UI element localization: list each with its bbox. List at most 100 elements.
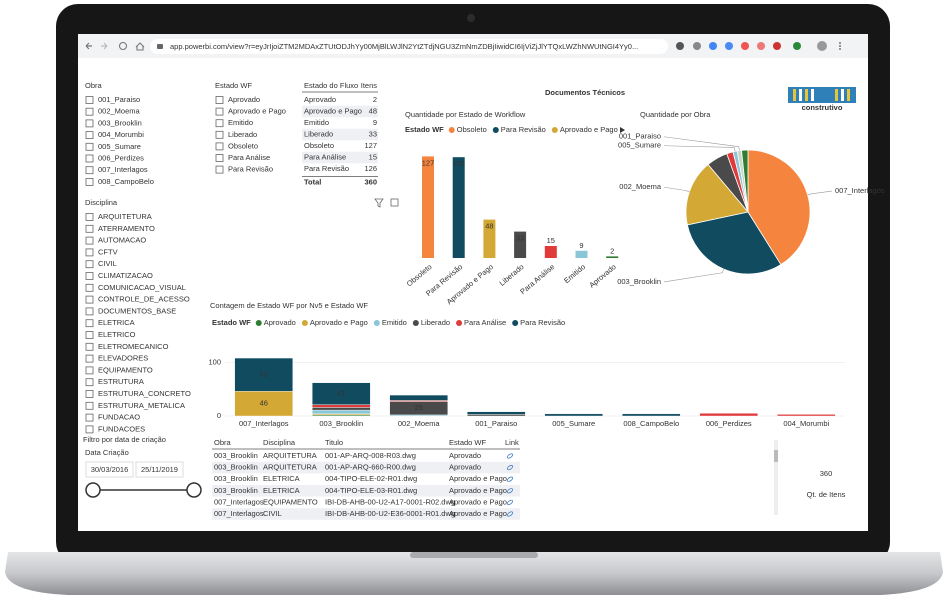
reload-button[interactable] — [118, 41, 128, 51]
pie-label: 005_Sumare — [618, 141, 661, 150]
focus-icon[interactable] — [390, 198, 399, 207]
leader-line — [663, 136, 740, 151]
table-header: Estado do Fluxo — [304, 81, 358, 90]
checkbox[interactable] — [85, 295, 94, 304]
checkbox[interactable] — [215, 142, 224, 151]
checkbox[interactable] — [85, 342, 94, 351]
date-title: Data Criação — [85, 448, 129, 457]
checkbox[interactable] — [85, 154, 94, 163]
pie-label: 007_Interlagos — [835, 186, 885, 195]
link-icon[interactable] — [506, 511, 514, 517]
slider-handle[interactable] — [186, 482, 202, 498]
checkbox[interactable] — [215, 119, 224, 128]
slicer-title: Disciplina — [85, 198, 118, 207]
screen: app.powerbi.com/view?r=eyJrIjoiZTM2MDAxZ… — [78, 34, 868, 531]
x-tick-label: 002_Moema — [398, 419, 441, 428]
checkbox[interactable] — [85, 283, 94, 292]
checkbox[interactable] — [215, 96, 224, 104]
checkbox[interactable] — [85, 425, 94, 434]
pie-slice — [747, 149, 811, 266]
pie-slice — [685, 163, 749, 226]
checkbox[interactable] — [85, 331, 94, 339]
checkbox[interactable] — [85, 319, 94, 328]
x-tick-label: 008_CampoBelo — [623, 419, 679, 428]
checkbox[interactable] — [215, 130, 224, 139]
leader-line — [663, 145, 736, 152]
checkbox[interactable] — [85, 224, 94, 233]
table-cell: 003_Brooklin — [214, 486, 258, 495]
forward-button[interactable] — [101, 42, 108, 50]
checkbox[interactable] — [85, 390, 94, 398]
checkbox[interactable] — [215, 107, 224, 116]
slicer-item: ESTRUTURA_CONCRETO — [98, 389, 191, 398]
checkbox[interactable] — [85, 354, 94, 363]
table-cell: Para Revisão — [304, 164, 349, 173]
checkbox[interactable] — [85, 366, 94, 375]
table-cell: ELETRICA — [263, 486, 300, 495]
url: app.powerbi.com/view?r=eyJrIjoiZTM2MDAxZ… — [170, 42, 638, 51]
slicer-item: CFTV — [98, 247, 118, 256]
report-title: Documentos Técnicos — [545, 88, 625, 97]
checkbox[interactable] — [85, 413, 94, 422]
checkbox[interactable] — [85, 272, 94, 280]
leader-line — [663, 268, 725, 283]
slicer-item: Liberado — [228, 130, 257, 139]
data-label: 48 — [485, 222, 493, 231]
link-icon[interactable] — [506, 499, 514, 505]
slicer-item: 001_Paraiso — [98, 95, 140, 104]
link-icon[interactable] — [506, 453, 514, 459]
slicer-item: CONTROLE_DE_ACESSO — [98, 295, 190, 304]
scrollbar-thumb[interactable] — [774, 450, 778, 462]
checkbox[interactable] — [85, 119, 94, 128]
legend-next[interactable] — [620, 127, 625, 133]
date-input[interactable] — [85, 461, 134, 478]
link-icon[interactable] — [506, 488, 514, 494]
home-button[interactable] — [135, 42, 145, 51]
date-input[interactable] — [135, 461, 184, 478]
table-cell: 007_Interlagos — [214, 497, 264, 506]
x-tick-label: 003_Brooklin — [319, 419, 363, 428]
checkbox[interactable] — [85, 131, 94, 140]
table-cell: 007_Interlagos — [214, 509, 264, 518]
slicer-item: Para Análise — [228, 153, 270, 162]
slicer-item: ESTRUTURA — [98, 377, 144, 386]
row-bg — [302, 105, 378, 118]
slider-handle[interactable] — [85, 482, 101, 498]
pie-slice — [686, 211, 782, 275]
checkbox[interactable] — [215, 165, 224, 174]
slicer-item: EQUIPAMENTO — [98, 365, 153, 374]
table-cell: EQUIPAMENTO — [263, 497, 318, 506]
leader-line — [663, 186, 690, 193]
bar-segment — [621, 413, 681, 417]
checkbox[interactable] — [85, 96, 94, 104]
checkbox[interactable] — [85, 260, 94, 269]
checkbox[interactable] — [85, 378, 94, 387]
leader-line — [807, 190, 833, 196]
checkbox[interactable] — [85, 142, 94, 151]
checkbox[interactable] — [85, 307, 94, 316]
row-bg — [212, 461, 520, 474]
kpi-value: 360 — [820, 469, 833, 478]
filter-icon[interactable] — [374, 198, 384, 208]
checkbox[interactable] — [85, 177, 94, 186]
link-icon[interactable] — [506, 465, 514, 471]
table-cell: Aprovado — [449, 463, 481, 472]
slicer-item: Obsoleto — [228, 141, 258, 150]
checkbox[interactable] — [85, 166, 94, 175]
legend-swatch — [492, 127, 499, 133]
checkbox[interactable] — [85, 401, 94, 410]
address-bar[interactable] — [150, 39, 668, 54]
bar — [514, 231, 527, 258]
bar — [452, 157, 465, 258]
logo-text: construtivo — [802, 103, 843, 112]
back-button[interactable] — [85, 42, 92, 50]
checkbox[interactable] — [85, 213, 94, 221]
scrollbar[interactable] — [774, 440, 778, 515]
link-icon[interactable] — [506, 476, 514, 482]
checkbox[interactable] — [85, 236, 94, 245]
table-total: 360 — [364, 177, 377, 186]
table-cell: 004-TIPO-ELE-03-R01.dwg — [325, 486, 417, 495]
checkbox[interactable] — [85, 107, 94, 116]
checkbox[interactable] — [85, 248, 94, 257]
checkbox[interactable] — [215, 154, 224, 162]
